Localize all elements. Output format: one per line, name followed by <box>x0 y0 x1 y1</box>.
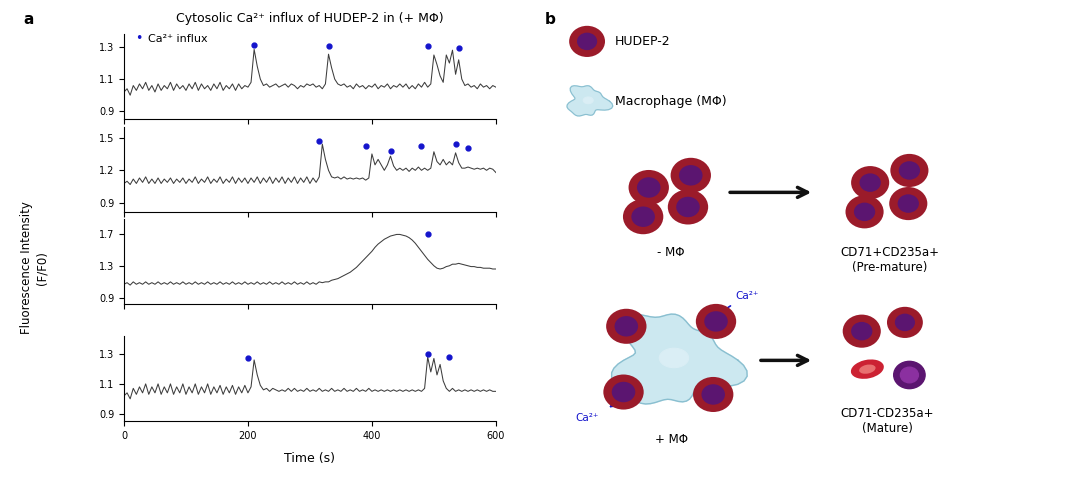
Circle shape <box>898 194 918 213</box>
Polygon shape <box>567 86 612 116</box>
Circle shape <box>889 187 927 220</box>
Text: Fluorescence Intensity
(F/F0): Fluorescence Intensity (F/F0) <box>20 202 49 334</box>
Text: •: • <box>135 33 142 45</box>
Circle shape <box>611 382 635 402</box>
Circle shape <box>900 367 918 383</box>
Circle shape <box>637 177 661 198</box>
Circle shape <box>702 384 725 405</box>
Text: Ca²⁺: Ca²⁺ <box>735 291 759 301</box>
Circle shape <box>695 304 736 339</box>
Circle shape <box>852 322 872 340</box>
Circle shape <box>569 26 605 57</box>
Ellipse shape <box>851 359 884 379</box>
Circle shape <box>887 307 923 338</box>
Ellipse shape <box>660 348 689 368</box>
Text: CD71+CD235a+
(Pre-mature): CD71+CD235a+ (Pre-mature) <box>840 246 939 274</box>
Circle shape <box>894 361 925 389</box>
Text: HUDEP-2: HUDEP-2 <box>616 35 671 48</box>
Text: - MΦ: - MΦ <box>658 246 685 259</box>
Circle shape <box>614 316 638 337</box>
Circle shape <box>623 199 663 234</box>
Text: Cytosolic Ca²⁺ influx of HUDEP-2 in (+ MΦ): Cytosolic Ca²⁺ influx of HUDEP-2 in (+ M… <box>176 12 444 25</box>
Circle shape <box>852 166 889 199</box>
Text: a: a <box>24 12 34 27</box>
Circle shape <box>859 173 881 192</box>
Text: + MΦ: + MΦ <box>654 433 688 447</box>
Circle shape <box>606 309 647 344</box>
Circle shape <box>671 158 711 193</box>
Circle shape <box>854 203 875 221</box>
Circle shape <box>667 189 708 225</box>
Text: b: b <box>544 12 555 27</box>
Text: Ca²⁺ influx: Ca²⁺ influx <box>148 34 207 44</box>
Circle shape <box>843 315 881 348</box>
Ellipse shape <box>859 364 875 374</box>
Circle shape <box>628 170 669 205</box>
Circle shape <box>577 33 597 50</box>
Circle shape <box>693 377 733 412</box>
Circle shape <box>890 154 928 187</box>
Circle shape <box>895 314 915 331</box>
Text: Ca²⁺: Ca²⁺ <box>575 413 598 423</box>
Polygon shape <box>611 314 747 404</box>
Circle shape <box>679 165 703 186</box>
Circle shape <box>899 161 920 180</box>
Circle shape <box>604 375 644 410</box>
Text: CD71-CD235a+
(Mature): CD71-CD235a+ (Mature) <box>840 407 934 434</box>
Circle shape <box>845 195 884 228</box>
Circle shape <box>704 311 728 332</box>
Text: Macrophage (MΦ): Macrophage (MΦ) <box>616 95 727 108</box>
Text: Time (s): Time (s) <box>285 452 335 465</box>
Ellipse shape <box>583 97 593 104</box>
Circle shape <box>676 197 700 217</box>
Circle shape <box>632 206 655 227</box>
